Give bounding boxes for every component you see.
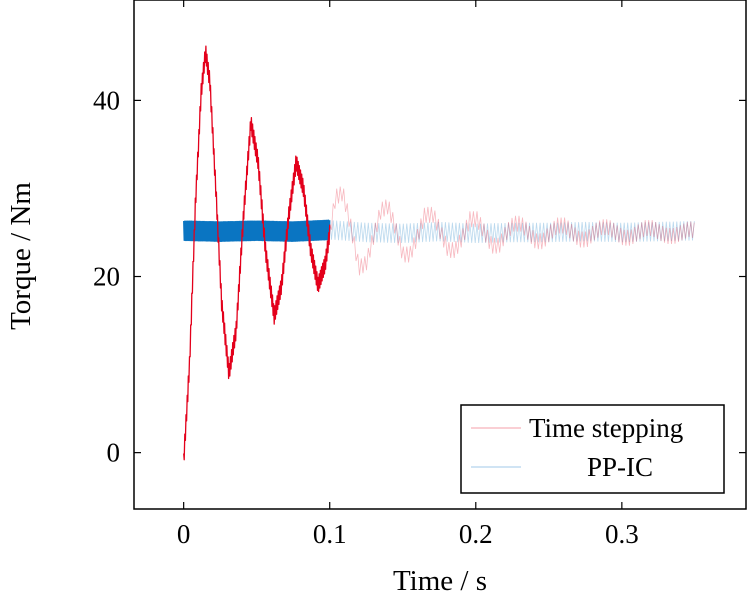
legend-label-time-stepping: Time stepping — [529, 413, 683, 443]
x-tick-label: 0 — [177, 519, 191, 549]
x-tick-label: 0.3 — [605, 519, 639, 549]
ticks-layer: 0 0.1 0.2 0.3 0 20 40 — [93, 0, 746, 549]
y-tick-label: 20 — [93, 262, 120, 292]
x-tick-label: 0.1 — [313, 519, 347, 549]
x-axis-label: Time / s — [393, 565, 487, 597]
legend-label-pp-ic: PP-IC — [587, 452, 653, 482]
series-line-time-stepping — [183, 45, 331, 461]
series-line-time-stepping-faded — [329, 186, 695, 276]
x-tick-label: 0.2 — [459, 519, 493, 549]
y-axis-label: Torque / Nm — [5, 182, 37, 330]
series-line-pp-ic — [183, 219, 331, 242]
series-layer — [183, 45, 695, 461]
series-line-pp-ic-faded — [329, 220, 695, 244]
legend: Time stepping PP-IC — [460, 404, 725, 494]
y-tick-label: 40 — [93, 85, 120, 115]
legend-box — [460, 404, 725, 494]
y-tick-label: 0 — [107, 438, 121, 468]
plot-frame — [133, 0, 747, 510]
